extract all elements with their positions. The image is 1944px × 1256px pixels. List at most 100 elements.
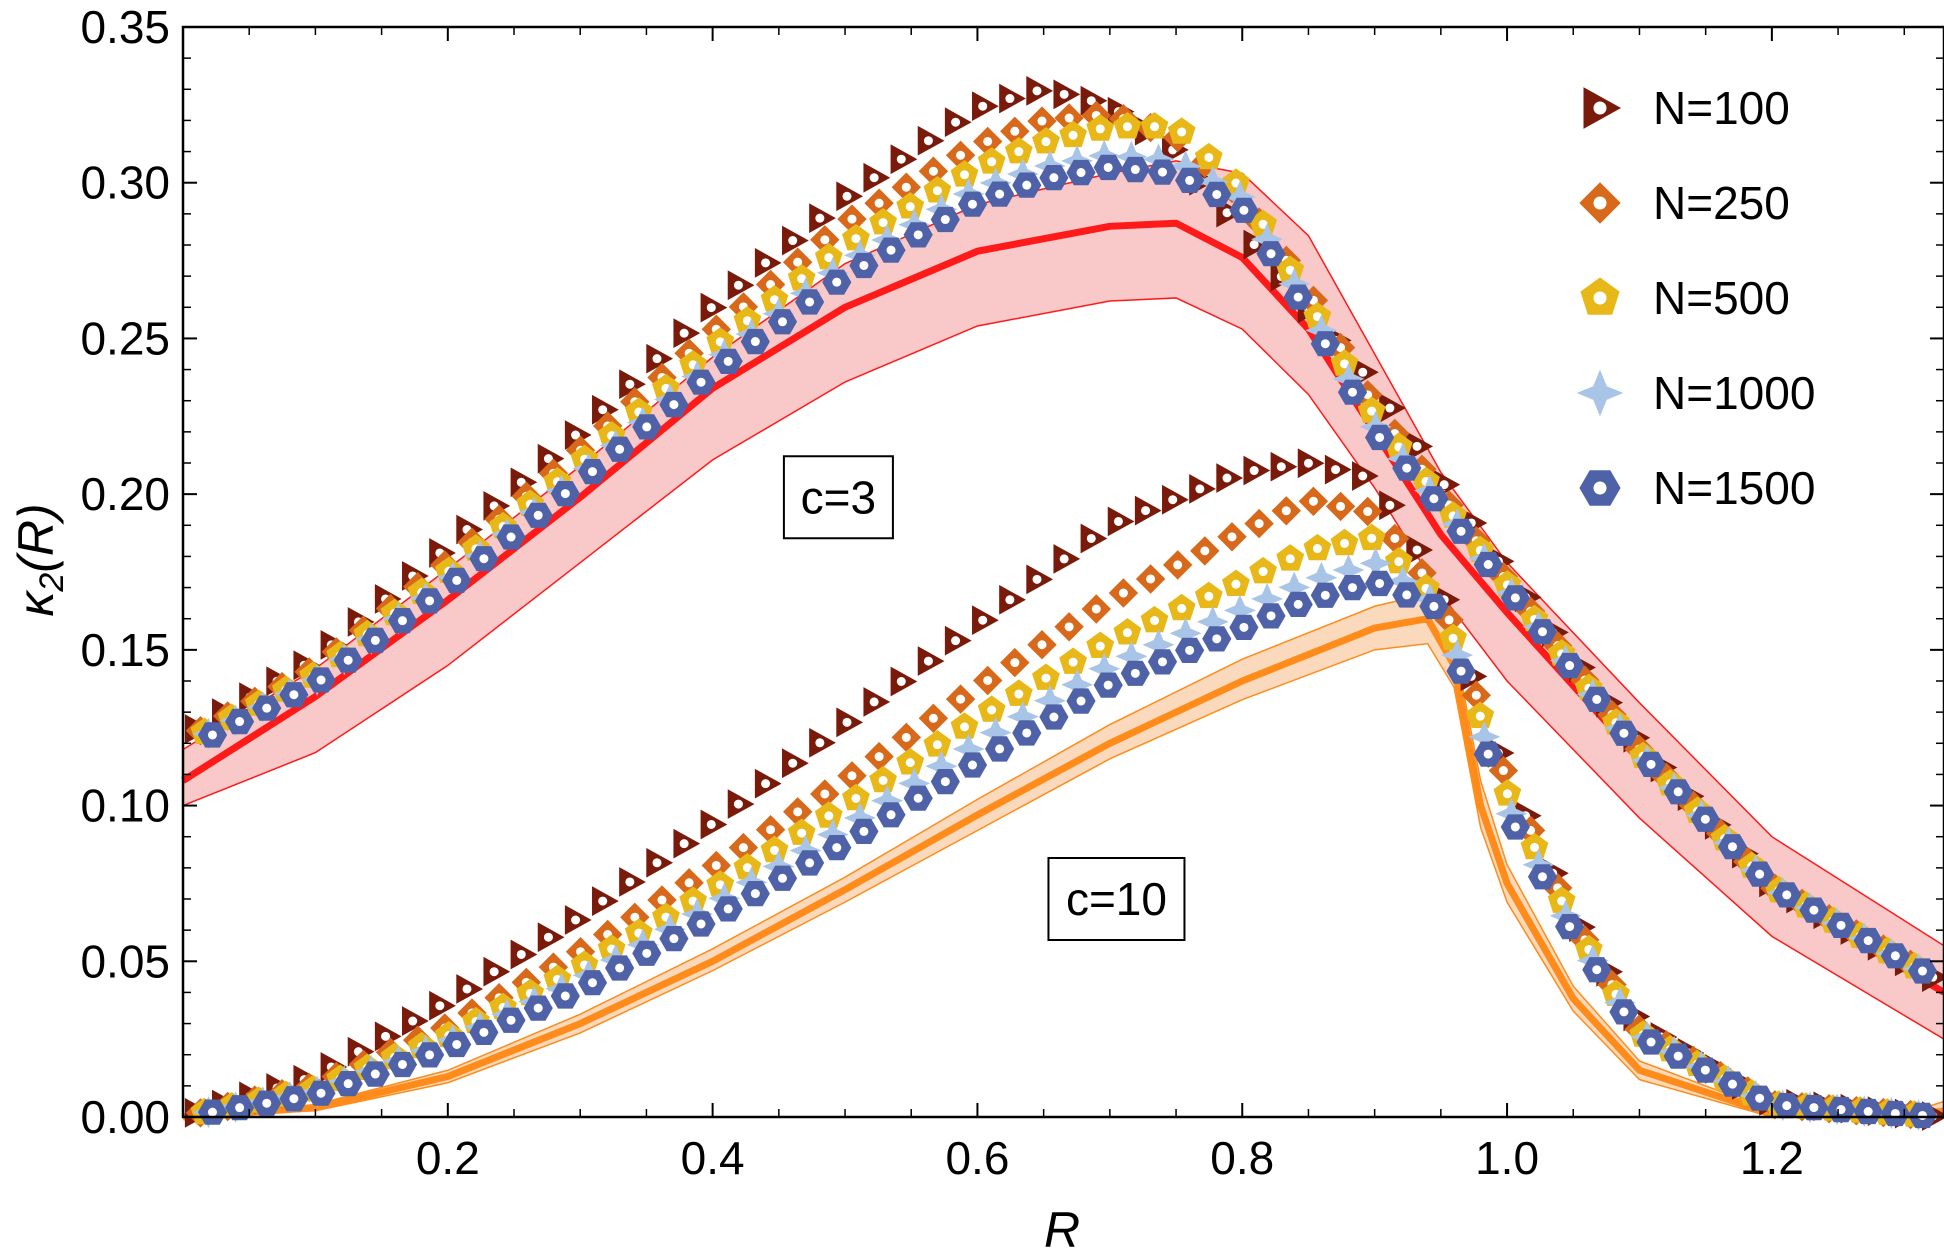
c3-point-hole: [1239, 205, 1249, 215]
c10-point-hole: [1212, 634, 1222, 644]
legend-label: N=250: [1653, 177, 1790, 229]
c3-point-hole: [316, 675, 326, 685]
c10-point-hole: [1231, 579, 1241, 589]
c10-point-hole: [1673, 1051, 1683, 1061]
c10-point-hole: [1592, 965, 1602, 975]
c10-point-hole: [1185, 645, 1195, 655]
c3-point-hole: [983, 136, 993, 146]
c10-point-hole: [1037, 640, 1047, 650]
c3-point-hole: [820, 235, 830, 245]
c10-point-hole: [235, 1103, 245, 1113]
c3-point-hole: [1537, 627, 1547, 637]
c3-point-hole: [543, 454, 553, 464]
c10-point-hole: [397, 1059, 407, 1069]
c10-point-hole: [842, 717, 852, 727]
c10-point-hole: [1222, 473, 1232, 483]
c10-point-hole: [1475, 711, 1485, 721]
c10-point-hole: [1863, 1107, 1873, 1117]
c10-point-hole: [543, 932, 553, 942]
c10-point-hole: [1122, 628, 1132, 638]
c10-point-hole: [1118, 588, 1128, 598]
y-axis-title: κ2(R): [8, 503, 71, 616]
c3-point-hole: [847, 214, 857, 224]
x-tick-label: 1.0: [1475, 1132, 1539, 1184]
c10-point-hole: [913, 793, 923, 803]
c3-point-hole: [923, 136, 933, 146]
c3-point-hole: [874, 198, 884, 208]
c10-point-hole: [1336, 501, 1346, 511]
c3-point-hole: [1700, 814, 1710, 824]
c10-point-hole: [978, 615, 988, 625]
c10-point-hole: [1095, 641, 1105, 651]
c10-point-hole: [1412, 545, 1422, 555]
c3-point-hole: [1439, 480, 1449, 490]
c10-point-hole: [832, 843, 842, 853]
c3-point-hole: [1293, 292, 1303, 302]
c10-point-hole: [886, 810, 896, 820]
y-tick-label: 0.30: [80, 157, 170, 209]
c10-point-hole: [1331, 465, 1341, 475]
annotation-label: c=10: [1066, 873, 1167, 925]
c3-point-hole: [1185, 175, 1195, 185]
c10-point-hole: [489, 967, 499, 977]
c3-point-hole: [896, 154, 906, 164]
c3-point-hole: [1863, 936, 1873, 946]
c10-point-hole: [1049, 712, 1059, 722]
c10-point-hole: [820, 789, 830, 799]
c10-point-hole: [1068, 657, 1078, 667]
c10-point-hole: [1385, 500, 1395, 510]
c3-point-hole: [587, 467, 597, 477]
y-tick-label: 0.35: [80, 1, 170, 53]
c10-point-hole: [207, 1107, 217, 1117]
c10-point-hole: [1173, 560, 1183, 570]
c10-point-hole: [1444, 615, 1454, 625]
c10-point-hole: [869, 697, 879, 707]
c10-point-hole: [1200, 546, 1210, 556]
c3-point-hole: [1646, 759, 1656, 769]
c10-point-hole: [533, 1003, 543, 1013]
c10-point-hole: [1281, 506, 1291, 516]
c10-point-hole: [1358, 471, 1368, 481]
c10-point-hole: [1032, 574, 1042, 584]
c10-point-hole: [742, 863, 752, 873]
c10-point-hole: [956, 694, 966, 704]
c10-point-hole: [657, 895, 667, 905]
c3-point-hole: [995, 189, 1005, 199]
c3-point-hole: [1429, 494, 1439, 504]
legend-item: N=500: [1580, 272, 1790, 324]
c3-point-hole: [1727, 842, 1737, 852]
c10-point-hole: [770, 845, 780, 855]
c3-series-N=1500: [197, 154, 1938, 984]
c10-point-hole: [1537, 872, 1547, 882]
c10-point-hole: [652, 858, 662, 868]
legend-item: N=1500: [1579, 462, 1815, 514]
c10-point-hole: [1195, 484, 1205, 494]
c10-point-hole: [615, 963, 625, 973]
c3-point-hole: [598, 405, 608, 415]
c10-point-hole: [370, 1069, 380, 1079]
c10-point-hole: [1303, 458, 1313, 468]
c3-point-hole: [733, 280, 743, 290]
c10-point-hole: [1456, 666, 1466, 676]
c10-point-hole: [1293, 599, 1303, 609]
c10-point-hole: [923, 656, 933, 666]
c3-point-hole: [625, 379, 635, 389]
y-axis-title-sub: 2: [33, 573, 71, 593]
c3-point-hole: [978, 101, 988, 111]
c3-point-hole: [1150, 122, 1160, 132]
c10-series-N=100: [184, 448, 1944, 1131]
c10-point-hole: [1367, 533, 1377, 543]
legend-label: N=1000: [1653, 367, 1815, 419]
legend-label: N=500: [1653, 272, 1790, 324]
c3-point-hole: [1619, 728, 1629, 738]
c10-line: [182, 615, 1944, 1121]
c10-point-hole: [1005, 595, 1015, 605]
c10-point-hole: [1890, 1108, 1900, 1118]
c10-point-hole: [462, 984, 472, 994]
c3-point-hole: [750, 337, 760, 347]
c10-point-hole: [1483, 749, 1493, 759]
c10-point-hole: [1227, 532, 1237, 542]
c10-point-hole: [905, 758, 915, 768]
c10-point-hole: [1258, 567, 1268, 577]
c10-point-hole: [761, 779, 771, 789]
